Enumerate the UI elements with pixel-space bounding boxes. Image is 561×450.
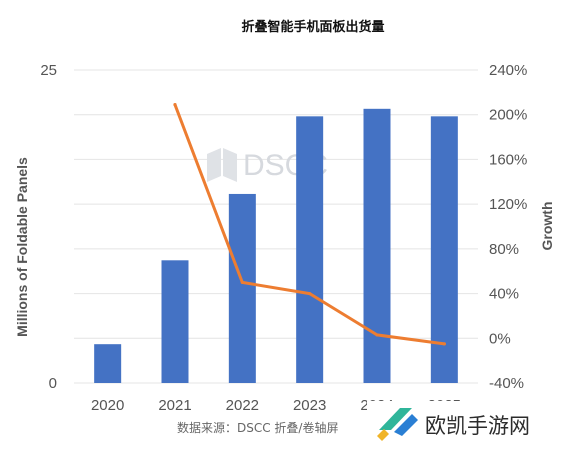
y2-tick-label: 240%: [489, 62, 527, 79]
site-logo: 欧凯手游网: [367, 401, 561, 450]
growth-point: [308, 291, 312, 296]
grid: [74, 69, 478, 384]
growth-line-series: [173, 103, 446, 346]
bar: [296, 116, 324, 383]
y-axis-title: Millions of Foldable Panels: [14, 157, 30, 337]
y2-tick-label: 160%: [489, 151, 527, 168]
bar-series: [94, 108, 458, 383]
y2-tick-label: 40%: [489, 286, 519, 303]
x-tick-label: 2021: [158, 397, 191, 414]
site-logo-icon: [377, 408, 418, 441]
right-axis-ticks: 240% 200% 160% 120% 80% 40% 0% -40%: [489, 62, 527, 392]
left-axis-ticks: 0 25: [40, 62, 57, 392]
chart-title: 折叠智能手机面板出货量: [241, 19, 384, 35]
y-tick-label: 0: [49, 375, 57, 392]
bar: [94, 344, 122, 383]
site-logo-text: 欧凯手游网: [425, 414, 530, 438]
y2-tick-label: -40%: [489, 375, 524, 392]
x-tick-label: 2022: [226, 397, 259, 414]
source-note: 数据来源：DSCC 折叠/卷轴屏: [177, 420, 338, 435]
growth-point: [442, 342, 446, 346]
bar: [363, 108, 391, 383]
dscc-watermark-icon: [207, 148, 237, 182]
x-tick-label: 2020: [91, 397, 124, 414]
y2-tick-label: 80%: [489, 241, 519, 258]
bar: [228, 193, 256, 383]
x-tick-label: 2023: [293, 397, 326, 414]
y2-axis-title: Growth: [539, 202, 555, 251]
y2-tick-label: 200%: [489, 107, 527, 124]
y2-tick-label: 120%: [489, 196, 527, 213]
bar: [161, 260, 189, 383]
growth-point: [240, 280, 244, 284]
growth-point: [375, 333, 379, 337]
growth-point: [173, 103, 177, 107]
y2-tick-label: 0%: [489, 330, 511, 347]
bar: [430, 116, 458, 383]
y-tick-label: 25: [40, 62, 57, 79]
